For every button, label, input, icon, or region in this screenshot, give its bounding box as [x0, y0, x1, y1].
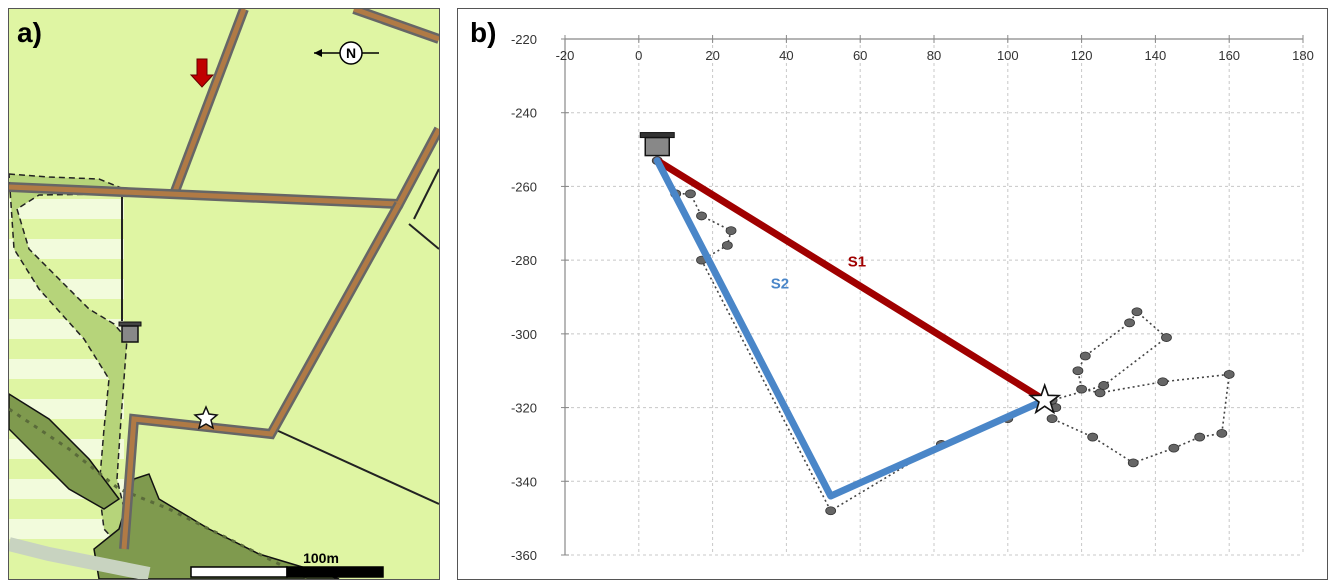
chart-canvas: -20 0 20 40 60 80 100 120 140 160 180 -220 -240 -260 -… — [511, 32, 1314, 563]
y-tick-label: -240 — [511, 106, 537, 121]
track-point — [1076, 384, 1087, 394]
x-tick-label: 120 — [1071, 48, 1093, 63]
series-line-s2 — [653, 157, 1049, 500]
panel-label-b: b) — [470, 17, 497, 48]
track-point — [1094, 388, 1106, 398]
axes — [561, 35, 1304, 556]
x-tick-label: 80 — [927, 48, 941, 63]
markers — [639, 132, 1062, 415]
field-boundaries — [121, 168, 439, 505]
x-tick-label: 0 — [635, 48, 642, 63]
x-tick-label: 160 — [1218, 48, 1240, 63]
target-star-icon — [1028, 382, 1062, 415]
track-point — [1131, 307, 1143, 317]
target-star-icon — [193, 405, 219, 430]
track-point — [1087, 432, 1099, 442]
tick-labels: -20 0 20 40 60 80 100 120 140 160 180 -220 -240 -260 -… — [511, 32, 1314, 563]
track-point — [685, 189, 696, 199]
track-point — [1216, 428, 1228, 438]
x-tick-label: 140 — [1145, 48, 1167, 63]
track-point — [1072, 366, 1084, 376]
track-path — [651, 156, 1235, 516]
track-line — [656, 160, 1231, 512]
panel-label-a: a) — [17, 17, 42, 48]
chart-panel: -20 0 20 40 60 80 100 120 140 160 180 -220 -240 -260 -… — [457, 8, 1328, 580]
map-canvas: N 100m — [9, 9, 439, 579]
x-tick-label: 20 — [705, 48, 719, 63]
red-arrow-icon — [189, 58, 215, 88]
feeder-icon — [644, 136, 670, 157]
y-tick-label: -280 — [511, 253, 537, 268]
y-tick-label: -300 — [511, 327, 537, 342]
railway — [9, 407, 310, 579]
grid-lines — [564, 38, 1304, 556]
track-point — [1046, 414, 1058, 424]
track-point — [1079, 351, 1091, 361]
y-tick-label: -220 — [511, 32, 537, 47]
y-tick-label: -260 — [511, 179, 537, 194]
series-line-s1 — [653, 157, 1049, 404]
north-label: N — [346, 45, 356, 61]
track-point — [1157, 377, 1169, 387]
series-label-s2: S2 — [771, 275, 789, 292]
x-tick-label: 40 — [779, 48, 793, 63]
north-arrow-icon: N — [314, 41, 379, 65]
map-panel: N 100m a) — [8, 8, 440, 580]
series-label-s1: S1 — [848, 253, 866, 270]
series-lines — [653, 157, 1049, 500]
feeder-icon — [118, 321, 142, 343]
x-tick-label: 100 — [997, 48, 1019, 63]
pale-road — [9, 537, 151, 579]
track-point — [1168, 443, 1180, 453]
scale-label: 100m — [303, 550, 339, 566]
track-point — [696, 211, 707, 221]
track-point — [1161, 333, 1172, 342]
track-point — [1194, 432, 1206, 442]
scale-bar: 100m — [190, 550, 384, 578]
track-point — [1124, 318, 1135, 328]
x-tick-label: 180 — [1292, 48, 1314, 63]
track-point — [1127, 458, 1139, 468]
x-tick-label: 60 — [853, 48, 867, 63]
track-point — [1223, 369, 1235, 379]
y-tick-label: -320 — [511, 401, 537, 416]
track-point — [1098, 381, 1110, 390]
track-point — [721, 240, 733, 250]
y-tick-label: -360 — [511, 548, 537, 563]
track-point — [725, 226, 737, 236]
x-tick-label: -20 — [556, 48, 575, 63]
series-labels: S1 S2 — [771, 253, 866, 292]
track-point — [825, 506, 837, 516]
y-tick-label: -340 — [511, 474, 537, 489]
forest-area — [9, 393, 121, 510]
